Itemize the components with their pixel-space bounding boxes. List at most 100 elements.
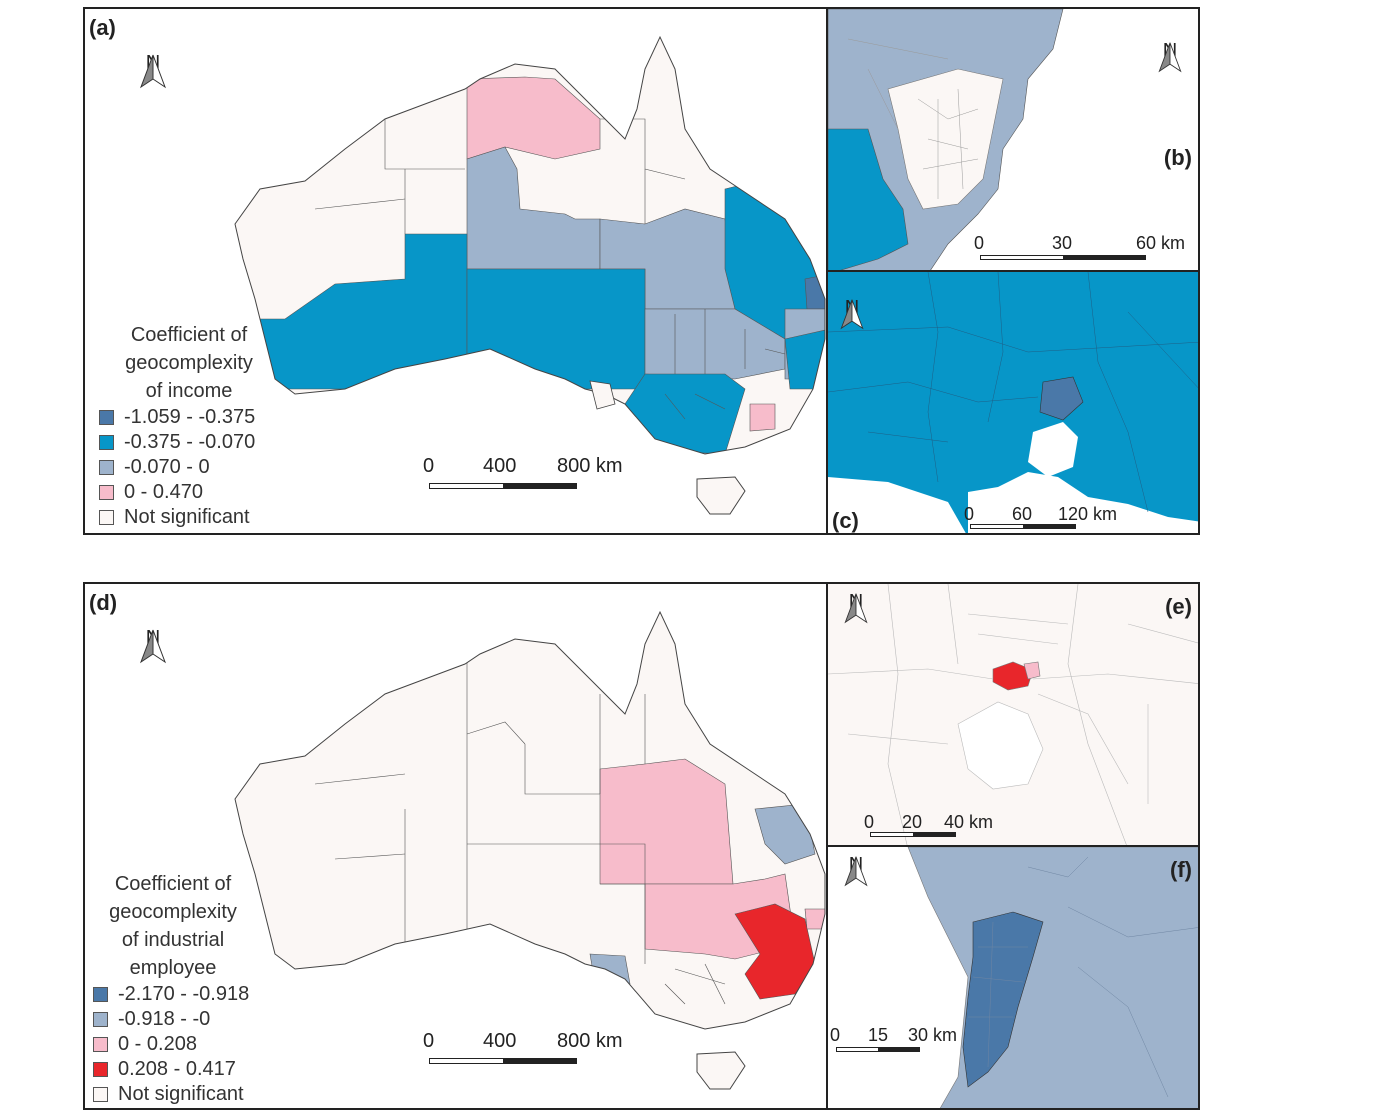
legend-item-label: -0.918 - -0 [118,1008,211,1030]
scale-tick: 0 [423,1030,435,1052]
north-arrow-f: N [840,855,872,887]
north-arrow-icon [844,593,868,624]
scale-tick: 30 [1052,233,1073,253]
panel-a-label: (a) [89,15,116,40]
legend-item-label: -2.170 - -0.918 [118,983,250,1005]
adelaide-employee-map [828,847,1198,1108]
north-arrow-d: N [137,628,169,664]
north-arrow-a: N [137,53,169,89]
legend-title-line: of industrial [121,929,225,951]
legend-swatch [93,1012,108,1027]
australia-employee-map [234,610,826,1090]
legend-swatch [99,435,114,450]
legend-item: -0.375 - -0.070 [99,430,359,455]
scale-bar-d: 0 400 800 km [423,1030,623,1070]
scale-tick: 30 km [908,1025,958,1045]
legend-employee: Coefficient of geocomplexity of industri… [93,870,353,1107]
scale-bar-e: 0 20 40 km [864,812,1068,844]
legend-item: -2.170 - -0.918 [93,982,353,1007]
legend-title-line: geocomplexity [109,901,237,923]
scale-tick: 120 km [1058,504,1118,524]
legend-item: Not significant [93,1082,353,1107]
scale-tick: 0 [830,1025,841,1045]
legend-item-label: -0.070 - 0 [124,456,210,478]
panel-c-label: (c) [832,508,859,533]
legend-title-line: Coefficient of [114,873,232,895]
region-pink-act [749,403,776,432]
scale-tick: 0 [864,812,875,832]
australia-outline [234,35,826,455]
north-arrow-b: N [1154,41,1186,73]
legend-title-line: Coefficient of [130,324,248,346]
region-pink-east [804,908,825,930]
panel-f-adelaide-employee-map: (f) N 0 15 30 km [826,845,1200,1110]
legend-title-line: geocomplexity [125,352,253,374]
region-pink-nt-north [466,76,601,160]
legend-item: 0 - 0.470 [99,480,359,505]
panel-e-melbourne-employee-map: (e) N 0 20 40 km [826,582,1200,847]
port-phillip-bay [1028,422,1078,477]
scale-tick: 0 [974,233,985,253]
panel-b-sydney-income-map: (b) N 0 30 60 km [826,7,1200,272]
region-blue-wa [235,233,468,390]
region-blue-sa [466,268,646,390]
sea [828,477,966,533]
scale-tick: 20 [902,812,923,832]
legend-item: 0.208 - 0.417 [93,1057,353,1082]
legend-item: -0.070 - 0 [99,455,359,480]
scale-tick: 60 km [1136,233,1186,253]
north-arrow-icon [1158,42,1182,73]
region-darkblue-adelaide [962,911,1044,1088]
scale-tick: 0 [423,455,435,477]
legend-item: Not significant [99,505,359,530]
north-arrow-icon [139,629,167,664]
scale-tick: 40 km [944,812,994,832]
region-pink-qld [599,758,734,885]
region-greyblue-adelaide [589,953,631,985]
panel-f-label: (f) [1170,857,1192,882]
panel-d-employee-map: (d) N Coefficient of geocomplexity of in… [83,582,828,1110]
tasmania [696,476,746,515]
region-red-nsw [734,903,816,1000]
legend-income: Coefficient of geocomplexity of income -… [99,321,359,530]
australia-income-map [234,35,826,515]
north-arrow-icon [139,54,167,89]
legend-swatch [99,510,114,525]
panel-d-label: (d) [89,590,118,615]
region-not-significant [887,68,1004,210]
legend-swatch [93,987,108,1002]
melbourne-income-map [828,272,1198,533]
sydney-income-map [828,9,1198,270]
scale-tick: 800 km [557,1030,623,1052]
north-arrow-e: N [840,592,872,624]
legend-item-label: 0 - 0.470 [124,481,203,503]
north-arrow-c: N [836,298,868,330]
region-blue-victoria [624,373,746,454]
scale-bar-c: 0 60 120 km [964,504,1188,533]
panel-a-income-map: (a) N Coefficient of geocomplexity of in… [83,7,828,535]
panel-c-melbourne-income-map: (c) N 0 60 120 km [826,270,1200,535]
legend-swatch [99,460,114,475]
region-darkblue-melbourne [1039,376,1084,421]
region-red-melbourne [992,661,1034,691]
legend-item: -1.059 - -0.375 [99,405,359,430]
scale-tick: 400 [483,1030,517,1052]
spencer-gulf-region [589,380,616,410]
bass-strait [968,472,1198,533]
legend-title-line: of income [145,380,233,402]
legend-swatch [93,1062,108,1077]
region-blue-nsw-coast [784,328,825,390]
region-pink-melbourne [1023,661,1041,680]
legend-swatch [99,485,114,500]
tasmania [696,1051,746,1090]
legend-swatch [99,410,114,425]
scale-tick: 800 km [557,455,623,477]
melbourne-employee-map [828,584,1198,845]
scale-bar-f: 0 15 30 km [830,1025,1012,1057]
legend-item-label: 0.208 - 0.417 [118,1058,236,1080]
north-arrow-icon [844,856,868,887]
panel-b-label: (b) [1163,145,1192,170]
legend-item-label: -1.059 - -0.375 [124,406,256,428]
port-phillip-bay [957,701,1044,790]
scale-bar-a: 0 400 800 km [423,455,623,495]
